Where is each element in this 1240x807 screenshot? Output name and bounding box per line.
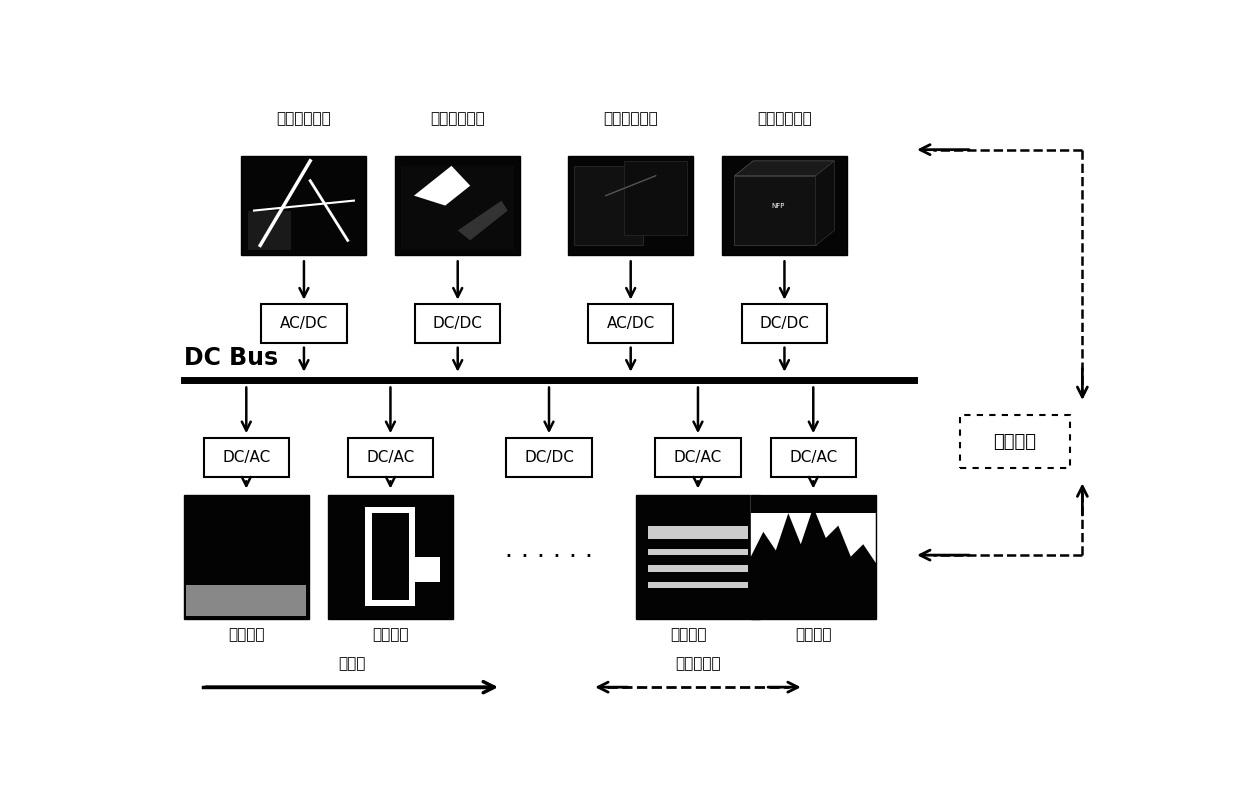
Bar: [635, 495, 760, 619]
Polygon shape: [649, 525, 748, 587]
Polygon shape: [366, 507, 440, 606]
Text: DC/AC: DC/AC: [366, 449, 414, 465]
Bar: [734, 176, 816, 245]
Bar: [751, 495, 875, 619]
FancyBboxPatch shape: [655, 438, 740, 476]
Text: 大型储能系统: 大型储能系统: [758, 111, 812, 126]
Text: AC/DC: AC/DC: [280, 316, 329, 331]
Polygon shape: [414, 165, 470, 206]
Bar: [568, 156, 693, 255]
FancyBboxPatch shape: [742, 304, 827, 343]
FancyBboxPatch shape: [506, 438, 591, 476]
FancyBboxPatch shape: [770, 438, 856, 476]
Bar: [751, 495, 875, 513]
Bar: [184, 495, 309, 619]
Text: 工业负荷: 工业负荷: [372, 627, 409, 642]
FancyBboxPatch shape: [347, 438, 433, 476]
Text: 风力发电机组: 风力发电机组: [277, 111, 331, 126]
Bar: [184, 495, 309, 619]
Bar: [327, 495, 453, 619]
Bar: [649, 539, 748, 550]
Bar: [635, 495, 760, 619]
Bar: [248, 211, 291, 250]
Text: 调度中心: 调度中心: [993, 433, 1037, 451]
Bar: [960, 416, 1070, 468]
Text: 光伏发电机组: 光伏发电机组: [430, 111, 485, 126]
Bar: [574, 165, 644, 245]
Text: 公共设施: 公共设施: [670, 627, 707, 642]
Polygon shape: [816, 161, 835, 245]
FancyBboxPatch shape: [262, 304, 347, 343]
Bar: [186, 585, 306, 617]
Bar: [242, 156, 367, 255]
Bar: [722, 156, 847, 255]
Text: DC/AC: DC/AC: [222, 449, 270, 465]
Text: 能量流: 能量流: [339, 657, 366, 671]
Bar: [402, 165, 513, 250]
Text: DC/AC: DC/AC: [673, 449, 722, 465]
Text: DC/DC: DC/DC: [760, 316, 810, 331]
Polygon shape: [734, 161, 835, 176]
FancyBboxPatch shape: [415, 304, 501, 343]
Text: DC/DC: DC/DC: [525, 449, 574, 465]
FancyBboxPatch shape: [588, 304, 673, 343]
Text: DC Bus: DC Bus: [184, 346, 278, 370]
Bar: [625, 161, 687, 236]
Text: 双向信息流: 双向信息流: [675, 657, 720, 671]
Bar: [372, 513, 409, 600]
Bar: [327, 495, 453, 619]
Text: NFP: NFP: [771, 203, 785, 208]
Text: 商业负荷: 商业负荷: [228, 627, 264, 642]
Polygon shape: [751, 495, 875, 563]
Text: . . . . . .: . . . . . .: [505, 538, 593, 562]
Bar: [649, 555, 748, 566]
Text: AC/DC: AC/DC: [606, 316, 655, 331]
Text: 柴油发电机组: 柴油发电机组: [604, 111, 658, 126]
Text: DC/DC: DC/DC: [433, 316, 482, 331]
Text: 家庭用电: 家庭用电: [795, 627, 832, 642]
Text: DC/AC: DC/AC: [789, 449, 837, 465]
Bar: [751, 495, 875, 619]
Polygon shape: [458, 201, 507, 240]
Bar: [649, 571, 748, 582]
Bar: [396, 156, 521, 255]
FancyBboxPatch shape: [203, 438, 289, 476]
